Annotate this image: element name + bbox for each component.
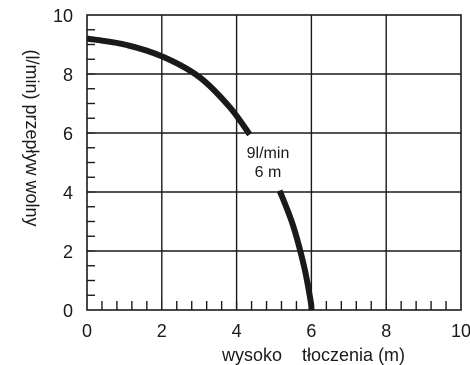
- curve-segment: [86, 35, 253, 137]
- curve-segment: [276, 189, 315, 311]
- y-tick-labels: 0 2 4 6 8 10: [53, 6, 73, 321]
- y-tick-label: 8: [63, 65, 73, 85]
- annotation: 9l/min 6 m: [247, 145, 290, 181]
- x-tick-label: 2: [157, 321, 167, 341]
- curve: [86, 35, 315, 311]
- plot-frame: [86, 14, 462, 311]
- x-axis-label: wysoko tłoczenia (m): [221, 345, 405, 365]
- y-axis-label: (l/min) przepływ wolny: [22, 49, 42, 226]
- x-tick-label: 10: [451, 321, 470, 341]
- x-tick-label: 6: [306, 321, 316, 341]
- x-tick-label: 8: [381, 321, 391, 341]
- y-tick-label: 10: [53, 6, 73, 26]
- x-tick-label: 0: [82, 321, 92, 341]
- y-tick-label: 2: [63, 242, 73, 262]
- y-tick-label: 6: [63, 124, 73, 144]
- grid: [87, 15, 461, 310]
- x-tick-labels: 0 2 4 6 8 10: [82, 321, 470, 341]
- x-tick-label: 4: [232, 321, 242, 341]
- y-tick-label: 4: [63, 183, 73, 203]
- annotation-line-1: 9l/min: [247, 145, 290, 162]
- annotation-line-2: 6 m: [255, 164, 282, 181]
- plot-frame: [86, 14, 462, 311]
- y-tick-label: 0: [63, 301, 73, 321]
